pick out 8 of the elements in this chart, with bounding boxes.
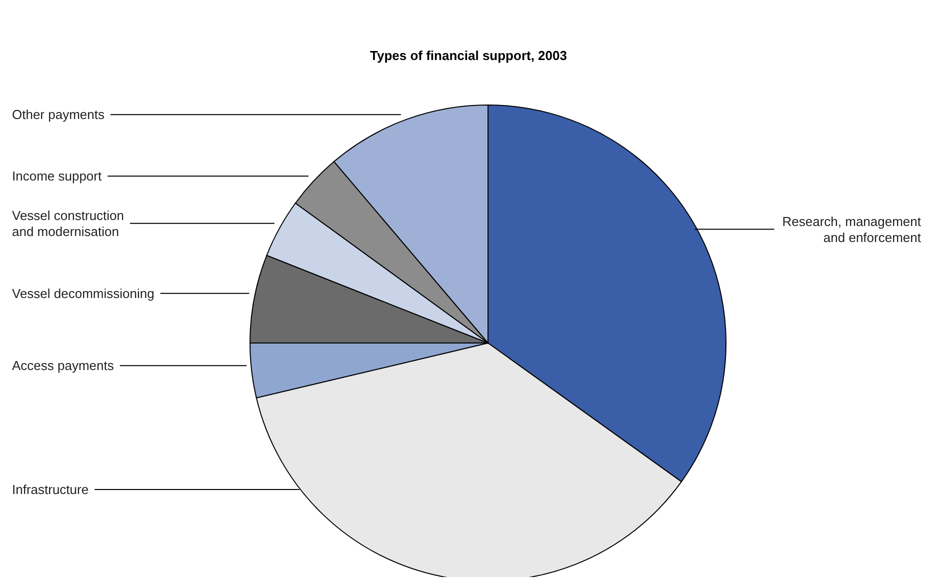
slice-label: Research, management and enforcement [782, 214, 922, 245]
slice-label: Other payments [12, 107, 105, 122]
chart-title: Types of financial support, 2003 [369, 48, 568, 63]
slice-label: Vessel decommissioning [12, 286, 154, 301]
slice-label: Income support [12, 168, 102, 184]
slice-label: Infrastructure [12, 482, 89, 498]
slice-label: Vessel construction and modernisation [12, 208, 124, 239]
slice-label: Access payments [12, 358, 114, 374]
